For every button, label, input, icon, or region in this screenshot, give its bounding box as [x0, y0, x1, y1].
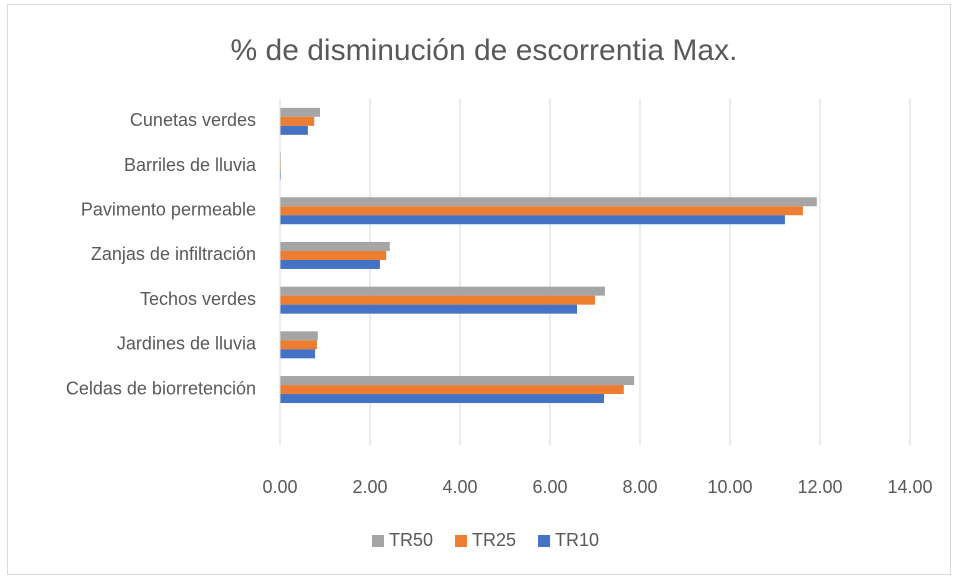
x-tick-label: 14.00 — [887, 477, 932, 497]
bar — [280, 349, 316, 359]
bar — [280, 116, 315, 126]
bar — [280, 206, 803, 216]
legend-label: TR25 — [472, 530, 516, 550]
legend-swatch — [538, 535, 551, 547]
bar — [280, 295, 595, 305]
x-tick-label: 6.00 — [532, 477, 567, 497]
bar — [280, 250, 387, 260]
x-tick-label: 0.00 — [262, 477, 297, 497]
y-tick-label: Cunetas verdes — [130, 110, 256, 130]
bar — [280, 197, 817, 207]
bar — [280, 125, 308, 135]
x-tick-label: 12.00 — [797, 477, 842, 497]
bar — [280, 107, 321, 117]
bar — [280, 376, 635, 386]
bar — [280, 385, 624, 395]
legend-swatch — [455, 535, 468, 547]
x-tick-label: 4.00 — [442, 477, 477, 497]
bar — [280, 394, 604, 404]
y-tick-label: Celdas de biorretención — [66, 378, 256, 398]
y-tick-label: Pavimento permeable — [81, 200, 256, 220]
bar — [280, 215, 785, 225]
bar — [280, 286, 605, 296]
x-tick-label: 10.00 — [707, 477, 752, 497]
legend-label: TR10 — [555, 530, 599, 550]
chart-title: % de disminución de escorrentia Max. — [231, 34, 738, 67]
bar — [280, 259, 380, 269]
bar — [280, 241, 390, 251]
legend-label: TR50 — [389, 530, 433, 550]
legend-swatch — [372, 535, 384, 547]
bar — [280, 331, 318, 341]
bar — [280, 340, 317, 350]
bar — [280, 304, 577, 314]
x-tick-label: 2.00 — [352, 477, 387, 497]
y-tick-label: Jardines de lluvia — [117, 334, 257, 354]
y-tick-label: Techos verdes — [140, 289, 256, 309]
y-tick-label: Barriles de lluvia — [124, 155, 257, 175]
x-tick-label: 8.00 — [622, 477, 657, 497]
y-tick-label: Zanjas de infiltración — [91, 244, 256, 264]
